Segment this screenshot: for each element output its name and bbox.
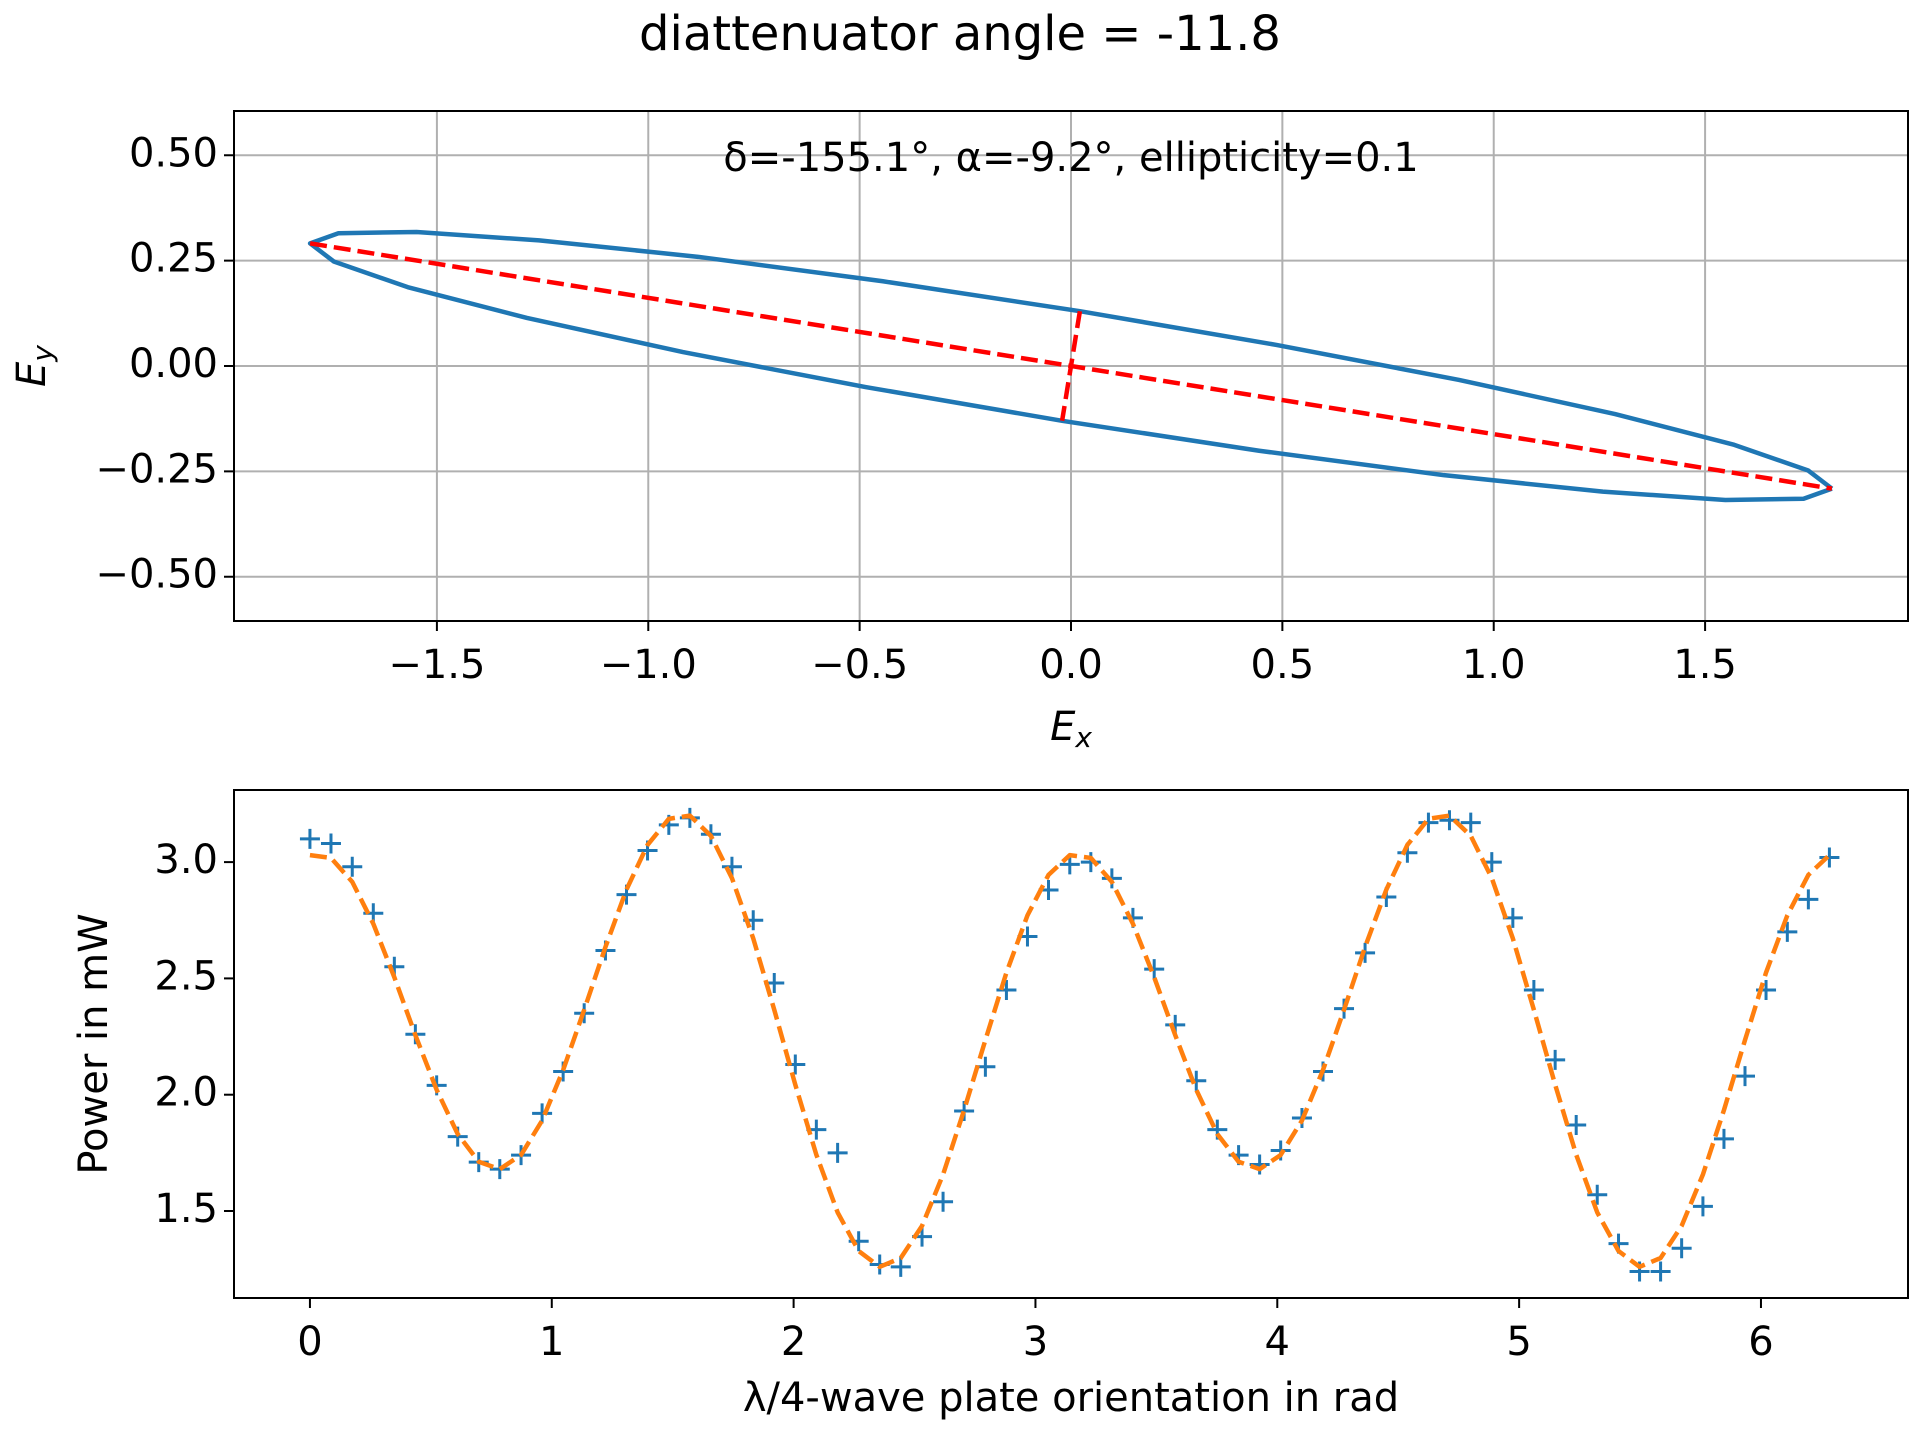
- plot-frame: [233, 789, 1909, 1299]
- data-point: [1460, 812, 1481, 833]
- data-point: [1713, 1128, 1734, 1149]
- data-line: [309, 813, 1831, 1270]
- x-tick-label: 5: [1506, 1319, 1531, 1365]
- data-line: [309, 241, 1833, 491]
- x-tick-label: 4: [1265, 1319, 1290, 1365]
- x-tick-label: 0.5: [1251, 642, 1315, 688]
- data-point: [1186, 1070, 1207, 1091]
- x-tick-label: 1: [539, 1319, 564, 1365]
- annotation: δ=-155.1°, α=-9.2°, ellipticity=0.1: [723, 135, 1418, 181]
- x-axis-label: λ/4-wave plate orientation in rad: [743, 1375, 1399, 1421]
- x-tick-label: 6: [1748, 1319, 1773, 1365]
- data-point: [954, 1100, 975, 1121]
- y-tick-label: −0.25: [95, 446, 218, 492]
- y-tick-label: 2.0: [154, 1070, 218, 1116]
- y-tick-label: −0.50: [95, 552, 218, 598]
- data-point: [532, 1103, 553, 1124]
- data-point: [1798, 889, 1819, 910]
- data-point: [299, 828, 320, 849]
- y-axis-label: Ey: [9, 345, 59, 387]
- data-point: [1101, 868, 1122, 889]
- x-axis-label-sub: x: [1074, 721, 1092, 754]
- x-tick-label: −1.0: [600, 642, 697, 688]
- data-point: [1819, 847, 1840, 868]
- x-tick-label: 1.5: [1673, 642, 1737, 688]
- x-tick-label: 3: [1023, 1319, 1048, 1365]
- y-tick-label: 2.5: [154, 953, 218, 999]
- data-point: [1692, 1196, 1713, 1217]
- x-tick-label: −0.5: [811, 642, 908, 688]
- data-point: [320, 833, 341, 854]
- data-point: [342, 856, 363, 877]
- data-point: [1523, 980, 1544, 1001]
- data-point: [1650, 1261, 1671, 1282]
- data-point: [1671, 1238, 1692, 1259]
- x-tick-label: 2: [781, 1319, 806, 1365]
- y-tick-label: 1.5: [154, 1186, 218, 1232]
- data-point: [1587, 1184, 1608, 1205]
- y-axis-label: Power in mW: [71, 913, 117, 1174]
- y-tick-label: 0.50: [129, 130, 218, 176]
- x-tick-label: −1.5: [388, 642, 485, 688]
- data-point: [1418, 812, 1439, 833]
- y-tick-label: 0.25: [129, 236, 218, 282]
- y-axis-label-sub: y: [26, 345, 59, 363]
- x-tick-label: 0.0: [1039, 642, 1103, 688]
- data-point: [996, 980, 1017, 1001]
- figure-title: diattenuator angle = -11.8: [639, 6, 1281, 62]
- x-axis-label-main: E: [1050, 704, 1076, 750]
- data-point: [890, 1256, 911, 1277]
- data-point: [1144, 959, 1165, 980]
- data-point: [1735, 1066, 1755, 1087]
- data-point: [1566, 1114, 1587, 1135]
- data-point: [933, 1191, 954, 1212]
- data-point: [489, 1159, 510, 1180]
- plot-frame: [233, 110, 1909, 622]
- y-axis-label-main: E: [9, 361, 55, 387]
- data-point: [827, 1142, 848, 1163]
- y-tick-label: 0.00: [129, 341, 218, 387]
- data-point: [1545, 1049, 1566, 1070]
- x-tick-label: 0: [297, 1319, 322, 1365]
- y-tick-label: 3.0: [154, 837, 218, 883]
- data-point: [1777, 921, 1798, 942]
- x-tick-label: 1.0: [1462, 642, 1526, 688]
- x-axis-label: Ex: [1050, 704, 1092, 754]
